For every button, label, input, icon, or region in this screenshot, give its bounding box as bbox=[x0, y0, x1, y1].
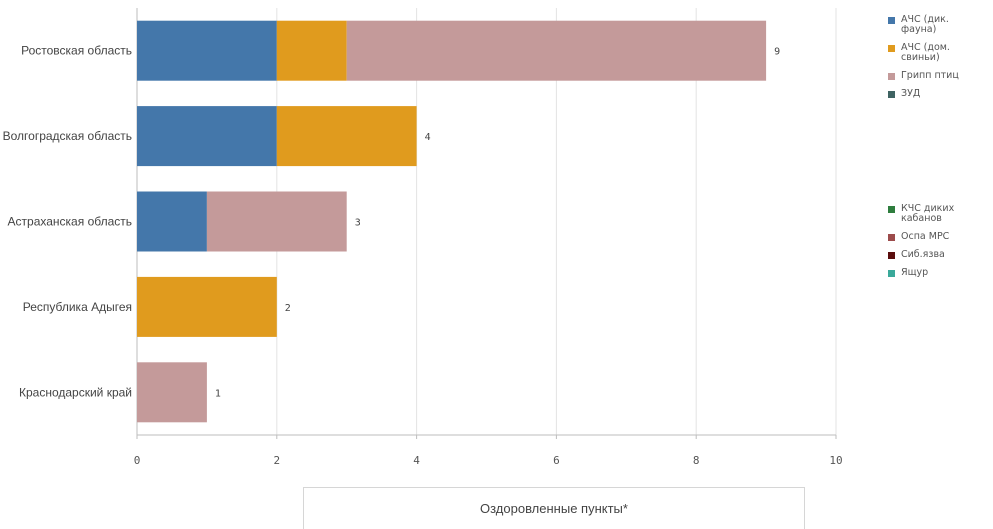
legend-label: Ящур bbox=[901, 267, 929, 278]
bar-segment bbox=[137, 362, 207, 423]
data-label: 1 bbox=[215, 388, 221, 399]
legend-item[interactable]: КЧС диких кабанов bbox=[888, 204, 981, 224]
legend-item[interactable]: Грипп птиц bbox=[888, 71, 981, 81]
legend-swatch bbox=[888, 251, 895, 259]
legend-label: КЧС диких кабанов bbox=[901, 203, 955, 224]
bar-segment bbox=[137, 20, 277, 81]
legend-group-2: КЧС диких кабанов Оспа МРС Сиб.язва Ящур bbox=[888, 204, 981, 286]
x-tick-label: 0 bbox=[134, 454, 141, 467]
x-tick-label: 6 bbox=[553, 454, 560, 467]
legend-label: Грипп птиц bbox=[901, 70, 959, 81]
legend-swatch bbox=[888, 90, 895, 98]
legend-swatch bbox=[888, 44, 895, 52]
bar-segment bbox=[206, 191, 347, 252]
category-label: Астраханская область bbox=[8, 215, 132, 229]
x-axis-title: Оздоровленные пункты* bbox=[480, 501, 628, 516]
data-label: 4 bbox=[425, 132, 431, 143]
legend-group-1: АЧС (дик. фауна) АЧС (дом. свиньи) Грипп п… bbox=[888, 15, 981, 107]
data-label: 9 bbox=[774, 47, 780, 58]
bar-segment bbox=[137, 191, 207, 252]
legend-item[interactable]: АЧС (дом. свиньи) bbox=[888, 43, 981, 63]
legend-item[interactable]: Оспа МРС bbox=[888, 232, 981, 242]
bar-segment bbox=[346, 20, 767, 81]
legend-swatch bbox=[888, 269, 895, 277]
legend-label: Сиб.язва bbox=[901, 249, 945, 260]
legend-swatch bbox=[888, 72, 895, 80]
bar-segment bbox=[137, 106, 277, 167]
legend-item[interactable]: Сиб.язва bbox=[888, 250, 981, 260]
bar-segment bbox=[276, 106, 417, 167]
x-tick-label: 4 bbox=[413, 454, 420, 467]
x-tick-label: 8 bbox=[693, 454, 700, 467]
legend-swatch bbox=[888, 16, 895, 24]
legend-swatch bbox=[888, 205, 895, 213]
legend-item[interactable]: АЧС (дик. фауна) bbox=[888, 15, 981, 35]
legend-label: АЧС (дом. свиньи) bbox=[901, 42, 950, 63]
bar-segment bbox=[137, 276, 277, 337]
category-label: Краснодарский край bbox=[19, 385, 132, 399]
x-axis-title-box: Оздоровленные пункты* bbox=[303, 487, 805, 529]
legend-item[interactable]: Ящур bbox=[888, 268, 981, 278]
data-label: 3 bbox=[355, 218, 361, 229]
x-tick-label: 10 bbox=[829, 454, 842, 467]
legend-item[interactable]: ЗУД bbox=[888, 89, 981, 99]
x-tick-label: 2 bbox=[273, 454, 280, 467]
data-label: 2 bbox=[285, 303, 291, 314]
bar-segment bbox=[276, 20, 347, 81]
legend-label: АЧС (дик. фауна) bbox=[901, 14, 949, 35]
legend-label: ЗУД bbox=[901, 88, 921, 99]
category-label: Республика Адыгея bbox=[23, 300, 132, 314]
legend-swatch bbox=[888, 233, 895, 241]
legend-label: Оспа МРС bbox=[901, 231, 950, 242]
category-label: Ростовская область bbox=[21, 44, 132, 58]
category-label: Волгоградская область bbox=[3, 129, 132, 143]
